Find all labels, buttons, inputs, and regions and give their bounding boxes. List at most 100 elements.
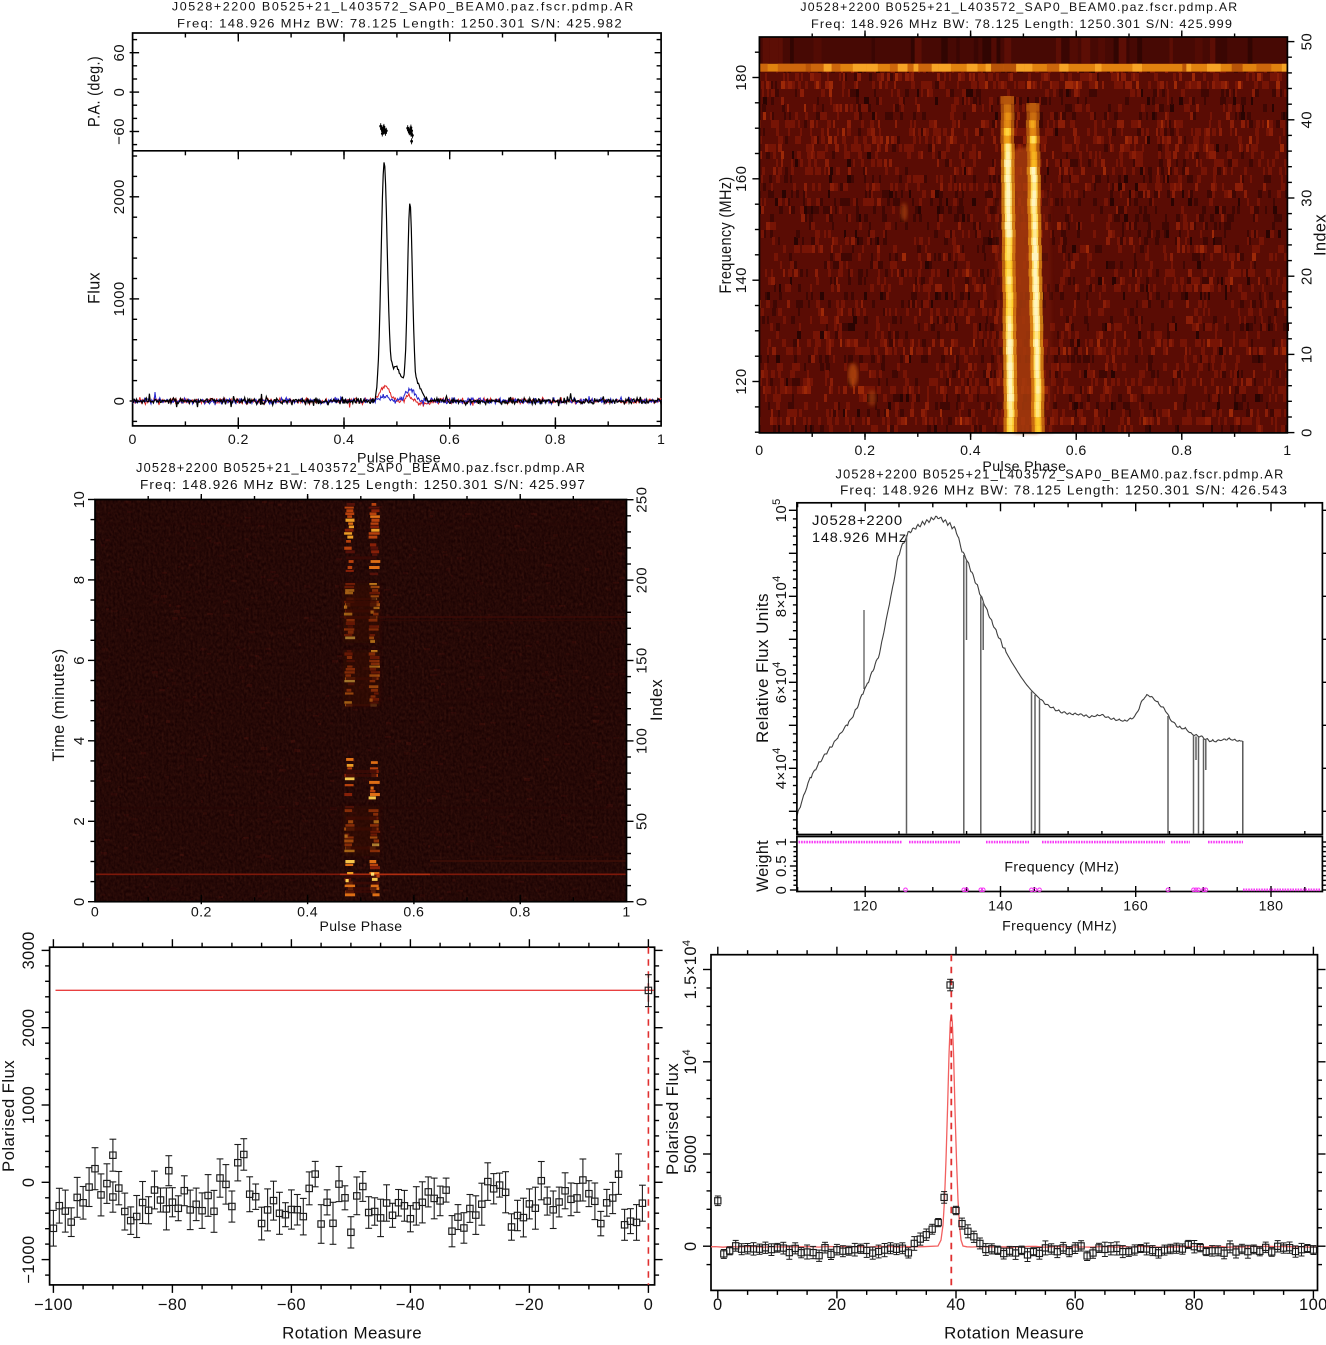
svg-text:Weight: Weight [754, 840, 772, 892]
svg-text:80: 80 [1185, 1296, 1204, 1314]
svg-text:−60: −60 [111, 118, 128, 145]
svg-text:8×104: 8×104 [771, 575, 790, 617]
svg-text:1: 1 [773, 838, 790, 847]
svg-text:0: 0 [644, 1296, 654, 1314]
svg-text:0.2: 0.2 [191, 905, 212, 921]
svg-text:Freq: 148.926 MHz BW: 78.125 L: Freq: 148.926 MHz BW: 78.125 Length: 125… [177, 17, 623, 31]
svg-text:1: 1 [657, 432, 665, 448]
svg-text:140: 140 [988, 899, 1013, 915]
svg-text:Freq: 148.926 MHz BW: 78.125 L: Freq: 148.926 MHz BW: 78.125 Length: 125… [811, 17, 1233, 31]
svg-text:−20: −20 [515, 1296, 544, 1314]
svg-text:Time (minutes): Time (minutes) [50, 649, 68, 762]
svg-text:50: 50 [634, 813, 651, 831]
svg-text:J0528+2200 B0525+21_L403572_SA: J0528+2200 B0525+21_L403572_SAP0_BEAM0.p… [836, 468, 1285, 482]
svg-text:0: 0 [682, 1241, 700, 1251]
svg-text:0.8: 0.8 [1171, 443, 1192, 459]
svg-text:Freq: 148.926 MHz BW: 78.125 L: Freq: 148.926 MHz BW: 78.125 Length: 125… [840, 483, 1288, 497]
svg-text:J0528+2200 B0525+21_L403572_SA: J0528+2200 B0525+21_L403572_SAP0_BEAM0.p… [136, 461, 586, 475]
svg-text:50: 50 [1299, 33, 1316, 51]
svg-text:0.8: 0.8 [510, 905, 531, 921]
svg-text:−60: −60 [277, 1296, 306, 1314]
svg-text:140: 140 [733, 267, 750, 293]
svg-text:Rotation Measure: Rotation Measure [944, 1325, 1084, 1343]
svg-text:0.2: 0.2 [855, 443, 876, 459]
svg-text:160: 160 [733, 166, 750, 192]
svg-text:0.4: 0.4 [334, 432, 355, 448]
svg-text:120: 120 [733, 368, 750, 394]
svg-text:20: 20 [827, 1296, 846, 1314]
svg-text:1000: 1000 [20, 1086, 38, 1124]
svg-text:1000: 1000 [111, 281, 128, 316]
svg-text:160: 160 [1123, 899, 1148, 915]
svg-text:40: 40 [946, 1296, 965, 1314]
svg-text:−100: −100 [34, 1296, 73, 1314]
svg-text:0.4: 0.4 [297, 905, 318, 921]
svg-text:150: 150 [634, 647, 651, 673]
svg-text:Index: Index [1311, 214, 1326, 256]
svg-text:148.926 MHz: 148.926 MHz [812, 530, 907, 545]
svg-text:20: 20 [1299, 267, 1316, 285]
svg-text:0.6: 0.6 [403, 905, 424, 921]
svg-text:60: 60 [1066, 1296, 1085, 1314]
svg-text:Frequency (MHz): Frequency (MHz) [1002, 918, 1117, 934]
svg-text:0.8: 0.8 [545, 432, 566, 448]
svg-text:0: 0 [1299, 428, 1316, 437]
svg-text:0: 0 [111, 88, 128, 97]
svg-text:5000: 5000 [682, 1135, 700, 1173]
svg-text:Index: Index [648, 679, 666, 721]
svg-text:8: 8 [71, 576, 88, 585]
svg-text:10: 10 [71, 491, 88, 509]
svg-text:Polarised Flux: Polarised Flux [664, 1063, 682, 1175]
svg-text:J0528+2200: J0528+2200 [812, 513, 903, 528]
svg-text:100: 100 [634, 728, 651, 754]
svg-text:Frequency (MHz): Frequency (MHz) [1004, 860, 1119, 876]
svg-text:180: 180 [733, 64, 750, 90]
svg-text:Relative Flux Units: Relative Flux Units [754, 593, 772, 743]
svg-text:−1000: −1000 [20, 1235, 38, 1283]
svg-text:0: 0 [755, 443, 763, 459]
svg-text:0.6: 0.6 [439, 432, 460, 448]
svg-text:J0528+2200 B0525+21_L403572_SA: J0528+2200 B0525+21_L403572_SAP0_BEAM0.p… [172, 0, 635, 13]
svg-text:Freq: 148.926 MHz BW: 78.125 L: Freq: 148.926 MHz BW: 78.125 Length: 125… [140, 478, 586, 492]
svg-text:0.4: 0.4 [960, 443, 981, 459]
svg-text:4×104: 4×104 [771, 747, 790, 789]
svg-text:0: 0 [20, 1178, 38, 1188]
svg-text:10: 10 [1299, 346, 1316, 364]
svg-text:250: 250 [634, 487, 651, 513]
svg-text:Flux: Flux [86, 272, 104, 304]
svg-text:2000: 2000 [20, 1009, 38, 1047]
svg-text:0: 0 [773, 886, 790, 895]
svg-text:0: 0 [128, 432, 136, 448]
svg-text:30: 30 [1299, 189, 1316, 207]
svg-text:1: 1 [622, 905, 630, 921]
svg-text:6: 6 [71, 656, 88, 665]
svg-text:120: 120 [853, 899, 878, 915]
svg-text:100: 100 [1299, 1296, 1326, 1314]
svg-text:−80: −80 [158, 1296, 187, 1314]
svg-text:Rotation Measure: Rotation Measure [282, 1325, 422, 1343]
svg-text:40: 40 [1299, 111, 1316, 129]
svg-text:0.5: 0.5 [773, 855, 790, 877]
svg-text:0: 0 [71, 897, 88, 906]
svg-text:Polarised Flux: Polarised Flux [0, 1060, 18, 1172]
svg-text:1.5×104: 1.5×104 [681, 940, 700, 1000]
svg-text:0.2: 0.2 [228, 432, 249, 448]
svg-text:Pulse Phase: Pulse Phase [982, 459, 1066, 475]
svg-text:0: 0 [634, 897, 651, 906]
svg-text:Pulse Phase: Pulse Phase [320, 919, 403, 935]
svg-text:J0528+2200 B0525+21_L403572_SA: J0528+2200 B0525+21_L403572_SAP0_BEAM0.p… [800, 0, 1238, 14]
svg-text:Frequency (MHz): Frequency (MHz) [717, 177, 735, 294]
svg-text:Pulse Phase: Pulse Phase [357, 451, 441, 467]
svg-text:0: 0 [111, 397, 128, 406]
svg-text:4: 4 [71, 736, 88, 745]
svg-text:60: 60 [111, 44, 128, 62]
svg-text:200: 200 [634, 567, 651, 593]
svg-text:180: 180 [1259, 899, 1284, 915]
svg-text:1: 1 [1283, 443, 1291, 459]
svg-text:2000: 2000 [111, 179, 128, 214]
svg-text:P.A. (deg.): P.A. (deg.) [86, 56, 104, 127]
svg-text:0: 0 [91, 905, 99, 921]
svg-text:3000: 3000 [20, 931, 38, 969]
svg-text:−40: −40 [396, 1296, 425, 1314]
svg-text:0.6: 0.6 [1066, 443, 1087, 459]
